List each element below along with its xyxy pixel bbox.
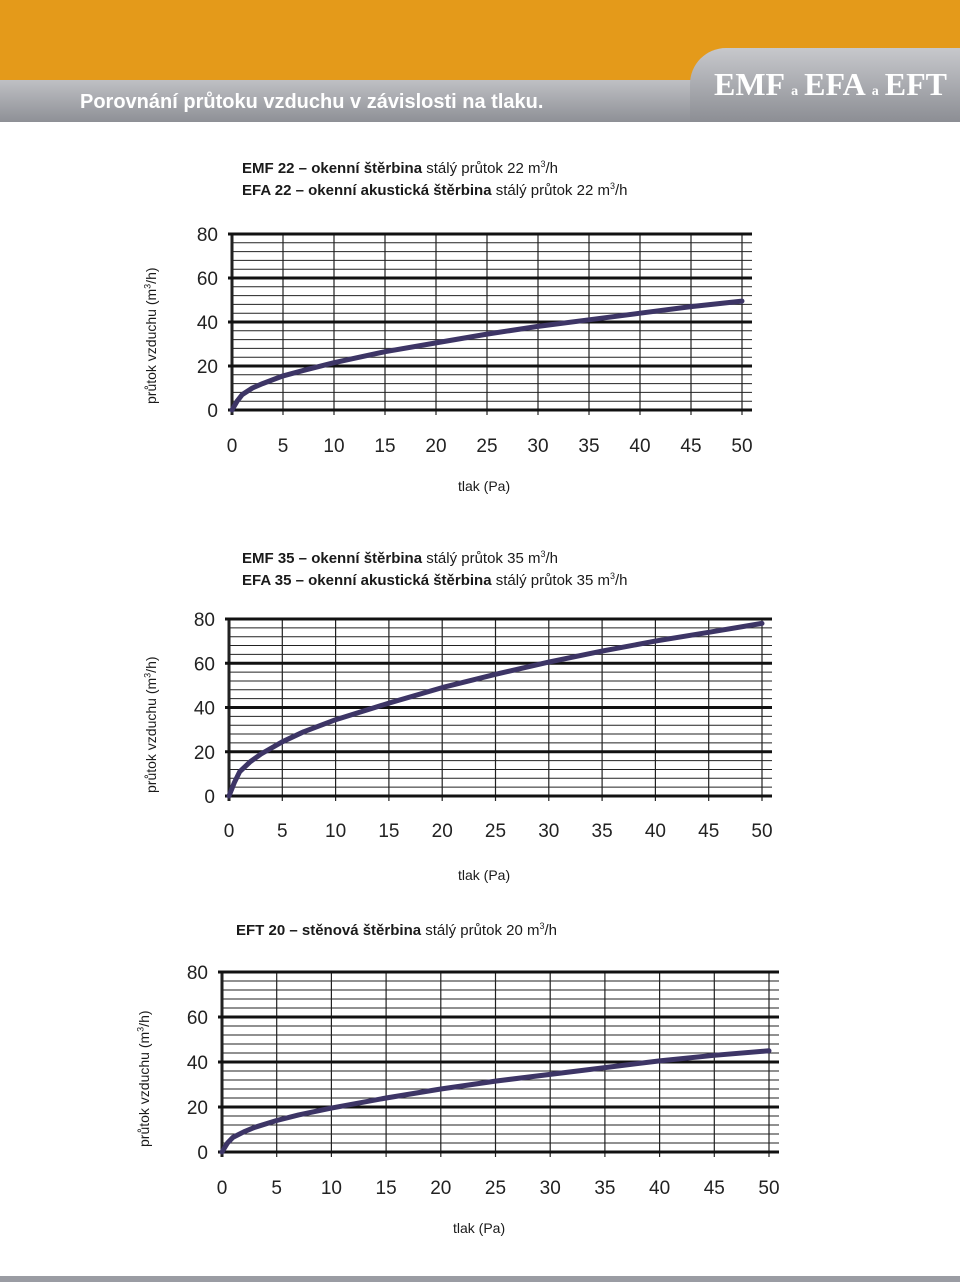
chart-1-ytick-label: 20 bbox=[197, 357, 218, 378]
chart-1-xtick-label: 0 bbox=[227, 436, 238, 457]
chart-2-xtick-label: 35 bbox=[592, 821, 613, 842]
footer-divider bbox=[0, 1276, 960, 1282]
chart-1-xtick-label: 5 bbox=[278, 436, 289, 457]
chart-2-xtick-label: 40 bbox=[645, 821, 666, 842]
chart-3-xtick-label: 35 bbox=[594, 1178, 615, 1199]
chart-3-xtick-label: 20 bbox=[430, 1178, 451, 1199]
chart-3-ytick-label: 80 bbox=[187, 963, 208, 984]
brand-a-2: a bbox=[871, 84, 879, 99]
chart-3-xtick-label: 45 bbox=[704, 1178, 725, 1199]
chart-1-xtick-label: 25 bbox=[476, 436, 497, 457]
chart-3-xtick-label: 10 bbox=[321, 1178, 342, 1199]
brand-emf: EMF bbox=[714, 66, 786, 102]
chart-1-ytick-label: 0 bbox=[207, 401, 218, 422]
chart-3-xtick-label: 40 bbox=[649, 1178, 670, 1199]
chart-2-xtick-label: 45 bbox=[698, 821, 719, 842]
chart-2-ytick-label: 20 bbox=[194, 743, 215, 764]
brand-efa: EFA bbox=[804, 66, 866, 102]
chart-1-ytick-label: 40 bbox=[197, 313, 218, 334]
chart-1-ytick-label: 60 bbox=[197, 269, 218, 290]
brand-a-1: a bbox=[791, 84, 799, 99]
chart-3-xtick-label: 25 bbox=[485, 1178, 506, 1199]
chart-1-series-line bbox=[229, 298, 745, 413]
chart-3-xtick-label: 50 bbox=[758, 1178, 779, 1199]
chart-1-xtick-label: 10 bbox=[323, 436, 344, 457]
page-title: Porovnání průtoku vzduchu v závislosti n… bbox=[80, 91, 544, 113]
chart-2-caption-line-2: EFA 35 – okenní akustická štěrbina stálý… bbox=[242, 571, 628, 590]
chart-2-xtick-label: 30 bbox=[538, 821, 559, 842]
chart-2-series-line bbox=[226, 620, 765, 799]
chart-3-xtick-label: 30 bbox=[540, 1178, 561, 1199]
chart-2-xtick-label: 50 bbox=[751, 821, 772, 842]
chart-3-xtick-label: 5 bbox=[271, 1178, 282, 1199]
chart-1-xtick-label: 15 bbox=[374, 436, 395, 457]
chart-2-ytick-label: 80 bbox=[194, 610, 215, 631]
header-brand-tab bbox=[690, 48, 960, 122]
chart-1-xtick-label: 50 bbox=[731, 436, 752, 457]
chart-1-xtick-label: 30 bbox=[527, 436, 548, 457]
chart-1-xtick-label: 20 bbox=[425, 436, 446, 457]
chart-3-ytick-label: 20 bbox=[187, 1098, 208, 1119]
chart-2-xtick-label: 0 bbox=[224, 821, 235, 842]
chart-3-xlabel: tlak (Pa) bbox=[453, 1220, 506, 1236]
chart-1-caption-line-2: EFA 22 – okenní akustická štěrbina stálý… bbox=[242, 181, 628, 200]
chart-2-xtick-label: 15 bbox=[378, 821, 399, 842]
chart-1-xtick-label: 35 bbox=[578, 436, 599, 457]
chart-1-xtick-label: 45 bbox=[680, 436, 701, 457]
chart-3-xtick-label: 15 bbox=[376, 1178, 397, 1199]
chart-3-ytick-label: 40 bbox=[187, 1053, 208, 1074]
chart-1-xlabel: tlak (Pa) bbox=[458, 478, 511, 494]
chart-3-xtick-label: 0 bbox=[217, 1178, 228, 1199]
brand-eft: EFT bbox=[884, 66, 947, 102]
chart-2-ytick-label: 0 bbox=[204, 787, 215, 808]
chart-2-caption-line-1: EMF 35 – okenní štěrbina stálý průtok 35… bbox=[242, 549, 558, 568]
page-header: Porovnání průtoku vzduchu v závislosti n… bbox=[0, 0, 960, 122]
brand-logo: EMF a EFA a EFT bbox=[714, 66, 947, 103]
chart-3-caption-line-1: EFT 20 – stěnová štěrbina stálý průtok 2… bbox=[236, 921, 557, 940]
chart-1-caption-line-1: EMF 22 – okenní štěrbina stálý průtok 22… bbox=[242, 159, 558, 178]
chart-2-xtick-label: 5 bbox=[277, 821, 288, 842]
chart-2-ytick-label: 60 bbox=[194, 654, 215, 675]
chart-1-xtick-label: 40 bbox=[629, 436, 650, 457]
chart-3-series-line bbox=[219, 1048, 772, 1155]
chart-2-xtick-label: 20 bbox=[432, 821, 453, 842]
chart-2-ytick-label: 40 bbox=[194, 699, 215, 720]
chart-2-xtick-label: 25 bbox=[485, 821, 506, 842]
chart-3-ytick-label: 60 bbox=[187, 1008, 208, 1029]
chart-3-ytick-label: 0 bbox=[197, 1143, 208, 1164]
chart-1-ytick-label: 80 bbox=[197, 225, 218, 246]
chart-2-xlabel: tlak (Pa) bbox=[458, 867, 511, 883]
chart-2-xtick-label: 10 bbox=[325, 821, 346, 842]
